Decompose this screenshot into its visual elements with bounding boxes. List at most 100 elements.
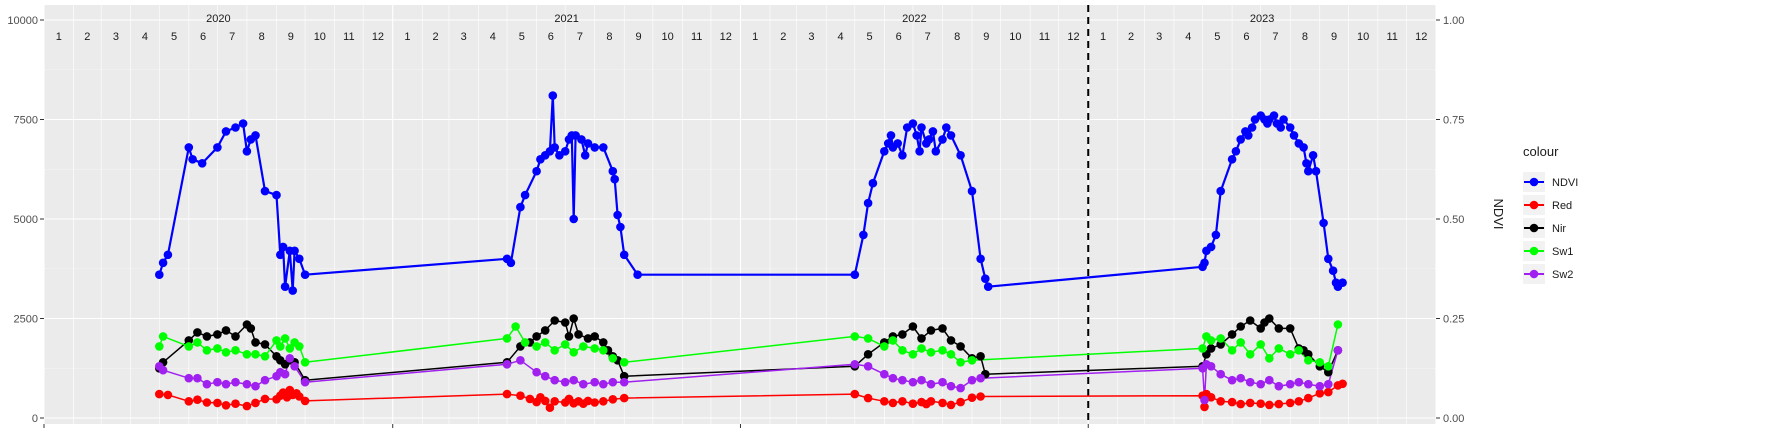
data-point-sw2 — [502, 360, 512, 369]
y-left-tick-label: 0 — [32, 413, 38, 425]
data-point-red — [202, 398, 212, 407]
data-point-sw1 — [946, 350, 956, 359]
data-point-nir — [1227, 330, 1237, 339]
data-point-red — [850, 389, 860, 399]
month-label: 5 — [519, 31, 525, 43]
data-point-red — [590, 398, 599, 407]
legend-key-point — [1529, 246, 1539, 256]
data-point-sw1 — [1324, 362, 1333, 371]
legend-key-point — [1529, 177, 1539, 187]
data-point-ndvi — [1304, 166, 1313, 176]
data-point-ndvi — [280, 282, 290, 292]
legend-label: Sw1 — [1552, 246, 1573, 258]
data-point-sw1 — [1236, 338, 1245, 347]
data-point-nir — [1206, 344, 1216, 353]
legend-label: Sw2 — [1552, 269, 1573, 281]
data-point-sw2 — [1206, 362, 1216, 371]
data-point-red — [155, 389, 164, 399]
month-label: 10 — [661, 31, 673, 43]
data-point-sw1 — [938, 346, 947, 355]
data-point-ndvi — [184, 143, 194, 152]
data-point-ndvi — [1285, 123, 1295, 132]
data-point-ndvi — [238, 119, 248, 128]
month-label: 4 — [837, 31, 843, 43]
y-right-tick-label: 1.00 — [1443, 15, 1464, 27]
data-point-ndvi — [1231, 147, 1241, 156]
data-point-ndvi — [599, 143, 608, 152]
data-point-sw2 — [590, 377, 599, 387]
data-point-sw1 — [260, 352, 270, 361]
data-point-sw1 — [888, 336, 898, 345]
data-point-red — [1324, 387, 1333, 397]
month-label: 10 — [1009, 31, 1021, 43]
data-point-red — [956, 397, 965, 407]
data-point-sw1 — [1227, 346, 1237, 355]
data-point-ndvi — [613, 210, 622, 220]
data-point-ndvi — [608, 166, 618, 176]
y-left-tick-label: 7500 — [14, 115, 38, 127]
data-point-sw2 — [888, 373, 898, 383]
data-point-ndvi — [590, 143, 599, 152]
data-point-sw1 — [251, 350, 260, 359]
data-point-nir — [619, 371, 629, 381]
data-point-sw2 — [863, 362, 873, 371]
data-point-ndvi — [912, 131, 921, 140]
data-point-ndvi — [1247, 123, 1257, 132]
data-point-ndvi — [967, 186, 977, 196]
data-point-ndvi — [1289, 131, 1299, 140]
month-label: 2 — [780, 31, 786, 43]
data-point-red — [231, 399, 240, 409]
month-label: 1 — [56, 31, 62, 43]
data-point-sw2 — [917, 375, 926, 385]
data-point-nir — [193, 328, 202, 337]
month-label: 3 — [808, 31, 814, 43]
data-point-sw1 — [956, 358, 965, 367]
data-point-ndvi — [1279, 115, 1288, 124]
data-point-ndvi — [1216, 186, 1225, 196]
data-point-ndvi — [1269, 111, 1279, 120]
data-point-nir — [564, 332, 574, 341]
data-point-sw1 — [619, 358, 629, 367]
data-point-red — [242, 401, 252, 411]
data-point-ndvi — [506, 258, 516, 268]
month-label: 12 — [720, 31, 732, 43]
data-point-nir — [246, 324, 256, 333]
data-point-sw1 — [1285, 350, 1295, 359]
data-point-ndvi — [924, 135, 934, 144]
month-label: 9 — [635, 31, 641, 43]
data-point-sw1 — [285, 344, 295, 353]
data-point-sw1 — [599, 346, 608, 355]
data-point-ndvi — [868, 178, 878, 188]
data-point-sw1 — [1216, 334, 1225, 343]
grid-lines — [43, 5, 1437, 424]
data-point-sw2 — [1315, 381, 1325, 391]
month-label: 7 — [925, 31, 931, 43]
data-point-nir — [863, 350, 873, 359]
data-point-ndvi — [610, 174, 619, 184]
data-point-ndvi — [221, 127, 231, 136]
data-point-red — [1200, 402, 1209, 412]
data-point-sw1 — [231, 346, 240, 355]
data-point-sw2 — [1285, 379, 1295, 389]
legend-item-nir: Nir — [1523, 218, 1566, 238]
data-point-nir — [1304, 350, 1313, 359]
data-point-sw1 — [520, 338, 530, 347]
data-point-sw1 — [213, 344, 222, 353]
data-point-sw1 — [1198, 344, 1207, 353]
data-point-sw1 — [295, 342, 304, 351]
data-point-ndvi — [1276, 123, 1285, 132]
data-point-ndvi — [158, 258, 168, 268]
data-point-ndvi — [946, 131, 956, 140]
data-point-red — [1294, 397, 1304, 406]
y-right-tick-label: 0.25 — [1443, 314, 1464, 326]
data-point-red — [213, 398, 222, 408]
data-point-nir — [976, 352, 985, 361]
legend-key-point — [1529, 269, 1539, 279]
data-point-red — [888, 398, 898, 408]
data-point-red — [260, 394, 270, 404]
month-label: 1 — [752, 31, 758, 43]
data-point-ndvi — [863, 198, 873, 208]
month-label: 10 — [314, 31, 326, 43]
data-point-ndvi — [956, 151, 965, 160]
